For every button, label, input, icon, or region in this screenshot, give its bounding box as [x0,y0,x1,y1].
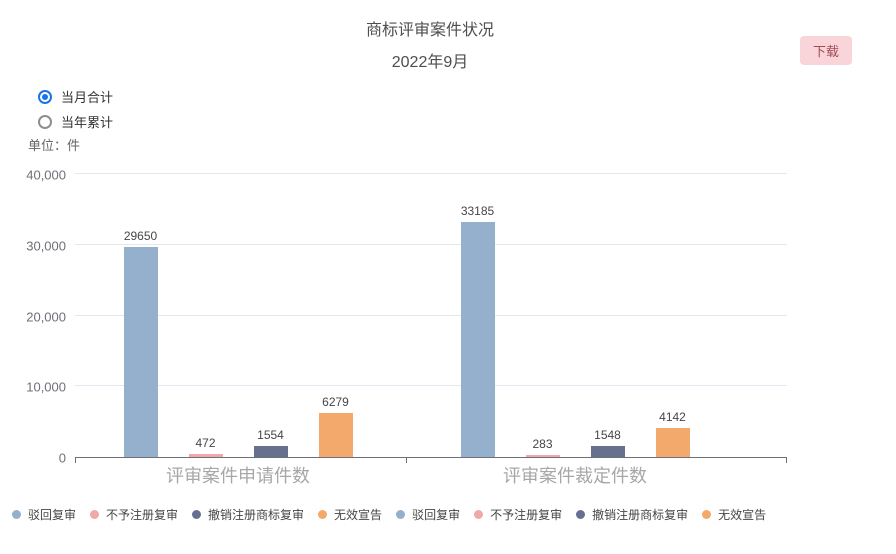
category-label: 评审案件申请件数 [166,466,310,486]
bar[interactable] [655,427,690,457]
legend-item[interactable]: 撤销注册商标复审 [576,506,688,523]
legend-dot-icon [12,510,21,519]
bar[interactable] [318,412,353,457]
y-axis-label: 30,000 [26,238,66,254]
legend-item-label: 无效宣告 [718,508,767,522]
unit-label: 单位：件 [28,138,81,153]
legend-item-label: 驳回复审 [28,508,77,522]
legend-item-label: 不予注册复审 [490,508,563,522]
legend-dot-icon [474,510,484,519]
gridline [75,243,787,245]
legend-item[interactable]: 无效宣告 [318,506,382,523]
legend-item[interactable]: 撤销注册商标复审 [192,506,304,523]
legend-dot-icon [576,510,586,519]
bar-value-label: 29650 [123,229,158,244]
radio-button-icon[interactable] [38,114,52,129]
radio-option-0[interactable]: 当月合计 [38,84,113,109]
legend-item[interactable]: 不予注册复审 [474,506,562,523]
bar[interactable] [123,247,158,457]
y-axis-label: 10,000 [26,379,66,395]
legend-dot-icon [192,510,202,519]
legend-dot-icon [396,510,406,519]
bar-value-label: 4142 [659,409,686,424]
gridline [75,385,787,387]
legend-dot-icon [318,510,328,519]
bar[interactable] [525,455,560,457]
bar[interactable] [253,446,288,457]
legend-item-label: 撤销注册商标复审 [592,508,689,522]
legend-dot-icon [702,510,712,519]
legend-item[interactable]: 驳回复审 [396,506,460,523]
bar[interactable] [460,222,495,457]
legend-item[interactable]: 无效宣告 [702,506,766,523]
radio-option-label: 当年累计 [61,115,114,130]
radio-option-label: 当月合计 [61,90,114,105]
gridline [75,314,787,316]
bar-value-label: 472 [195,435,216,450]
radio-button-icon[interactable] [38,89,52,104]
download-button[interactable]: 下载 [799,36,852,65]
axis-tick [75,458,76,463]
axis-tick [406,458,407,463]
bar-value-label: 6279 [322,394,349,409]
bar[interactable] [590,446,625,457]
y-axis-label: 20,000 [26,309,66,324]
y-axis-label: 40,000 [26,167,66,183]
legend-item-label: 不予注册复审 [106,508,179,522]
chart-legend: 驳回复审 不予注册复审 撤销注册商标复审 无效宣告 驳回复审 不予注册复审 撤销注册商标复审… [12,506,780,523]
bar-value-label: 33185 [460,204,495,219]
legend-item-label: 撤销注册商标复审 [208,508,305,522]
chart-title: 商标评审案件状况 [365,22,494,39]
radio-option-1[interactable]: 当年累计 [38,109,113,134]
legend-dot-icon [90,510,100,519]
y-axis-label: 0 [58,450,66,466]
legend-item[interactable]: 不予注册复审 [90,506,178,523]
bar-chart-plot: 29650 472 1554 6279 评审案件申请件数 33185 283 1548 4142… [75,173,787,486]
bar[interactable] [188,453,223,457]
bar-value-label: 1548 [594,428,621,443]
legend-item-label: 驳回复审 [412,508,461,522]
axis-tick [786,458,787,463]
y-axis: 0 10,000 20,000 30,000 40,000 [0,168,66,466]
chart-subtitle: 2022年9月 [391,54,469,71]
bar-value-label: 283 [532,437,553,451]
legend-item-label: 无效宣告 [334,508,383,522]
gridline [75,173,787,174]
category-label: 评审案件裁定件数 [503,466,647,486]
period-radio-group: 当月合计 当年累计 [38,84,113,134]
bar-value-label: 1554 [257,428,284,443]
legend-item[interactable]: 驳回复审 [12,506,76,523]
